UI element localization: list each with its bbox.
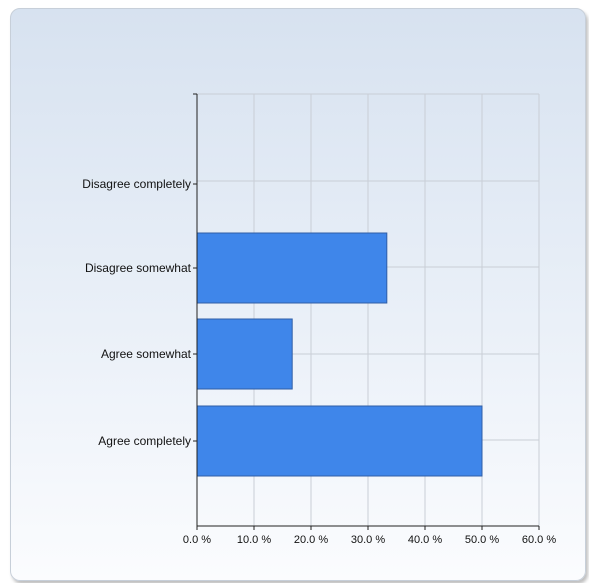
- x-tick-label: 30.0 %: [351, 534, 385, 546]
- x-tick-label: 10.0 %: [237, 534, 271, 546]
- bar-chart: 0.0 % 10.0 % 20.0 % 30.0 % 40.0 % 50.0 % 60.0 …: [82, 93, 556, 546]
- x-tick-label: 20.0 %: [294, 534, 328, 546]
- bar-disagree-somewhat: [196, 232, 388, 304]
- chart-panel: 0.0 % 10.0 % 20.0 % 30.0 % 40.0 % 50.0 % 60.0 …: [10, 8, 586, 581]
- category-label: Disagree completely: [82, 177, 191, 191]
- category-label: Disagree somewhat: [85, 261, 192, 275]
- category-label: Agree somewhat: [101, 347, 192, 361]
- x-tick-label: 40.0 %: [408, 534, 442, 546]
- bar-agree-somewhat: [196, 318, 293, 390]
- bar-agree-completely: [196, 405, 483, 477]
- x-tick-label: 50.0 %: [465, 534, 499, 546]
- category-label: Agree completely: [98, 434, 191, 448]
- x-tick-label: 0.0 %: [183, 534, 211, 546]
- x-tick-label: 60.0 %: [522, 534, 556, 546]
- axes: [193, 93, 540, 530]
- labels: 0.0 % 10.0 % 20.0 % 30.0 % 40.0 % 50.0 % 60.0 …: [82, 177, 556, 546]
